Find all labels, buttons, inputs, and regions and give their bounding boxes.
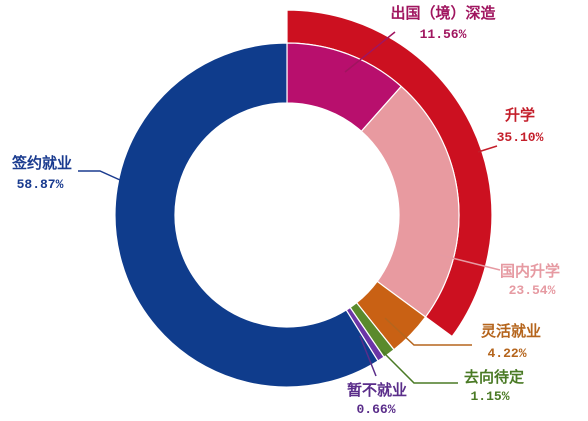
slice-value-signed: 58.87%: [17, 177, 64, 192]
slice-signed: [114, 42, 379, 388]
slice-label-pending: 去向待定: [464, 368, 524, 386]
slice-label-signed: 签约就业: [11, 154, 72, 172]
leader-line-notemployed: [359, 335, 377, 377]
slice-label-notemployed: 暂不就业: [347, 381, 407, 399]
slice-value-notemployed: 0.66%: [356, 402, 395, 417]
slice-label-domestic: 国内升学: [500, 262, 560, 280]
leader-line-signed: [78, 170, 121, 181]
slice-label-flexible: 灵活就业: [481, 322, 541, 340]
slice-label-overseas: 出国（境）深造: [390, 4, 495, 22]
slice-label-outer: 升学: [505, 106, 535, 124]
slice-domestic: [360, 85, 460, 318]
slice-value-overseas: 11.56%: [420, 27, 467, 42]
leader-line-pending: [380, 349, 458, 384]
slice-value-outer: 35.10%: [497, 130, 544, 145]
leader-line-outer: [477, 145, 498, 153]
leader-line-overseas: [344, 31, 396, 73]
slice-value-flexible: 4.22%: [487, 346, 526, 361]
leader-line-domestic: [439, 254, 501, 271]
slice-value-pending: 1.15%: [470, 389, 509, 404]
leader-line-flexible: [384, 317, 472, 346]
slice-value-domestic: 23.54%: [509, 283, 556, 298]
